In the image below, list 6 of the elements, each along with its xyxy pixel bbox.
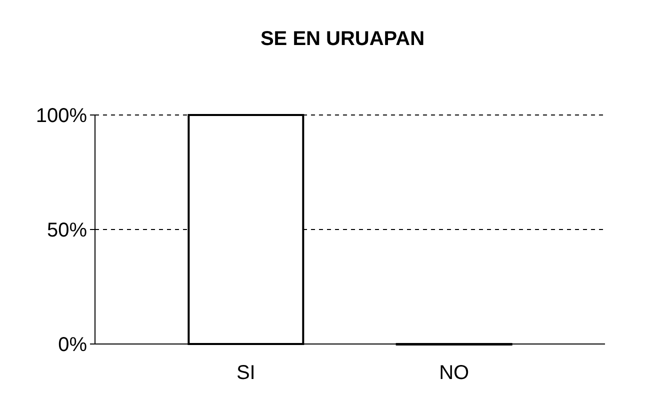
x-tick-label: SI <box>236 362 256 384</box>
y-tick-label: 100% <box>36 105 88 127</box>
y-tick-label: 50% <box>46 220 88 242</box>
x-tick-label: NO <box>439 362 470 384</box>
chart-title: SE EN URUAPAN <box>260 28 425 50</box>
y-tick-label: 0% <box>58 334 88 356</box>
